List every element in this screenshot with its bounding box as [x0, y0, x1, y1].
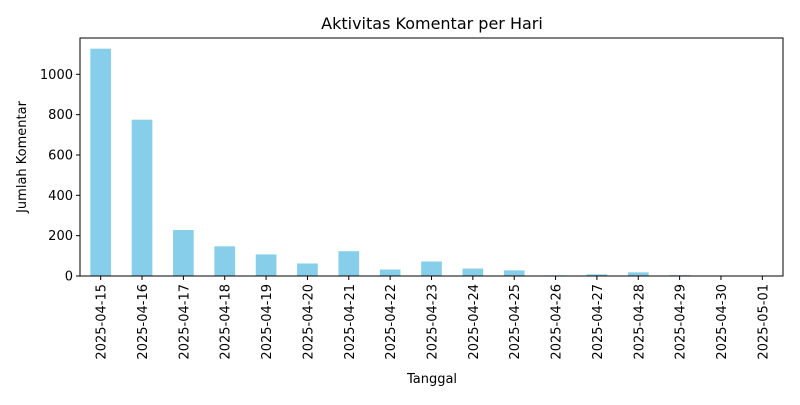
x-tick-label: 2025-05-01	[756, 284, 771, 360]
bar-2025-04-17	[173, 230, 194, 276]
x-tick-label: 2025-04-30	[715, 284, 730, 360]
chart-title: Aktivitas Komentar per Hari	[321, 14, 543, 33]
bar-2025-04-15	[90, 49, 111, 276]
x-tick-label: 2025-04-22	[384, 284, 399, 360]
bar-2025-04-24	[463, 269, 484, 276]
bar-2025-04-18	[214, 246, 235, 276]
x-tick-label: 2025-04-20	[301, 284, 316, 360]
y-axis-label: Jumlah Komentar	[15, 100, 30, 213]
bar-2025-04-28	[628, 272, 649, 276]
x-tick-label: 2025-04-27	[591, 284, 606, 360]
y-tick-label: 600	[48, 148, 73, 163]
bar-2025-04-23	[421, 261, 442, 276]
x-axis-ticks: 2025-04-15 2025-04-16 2025-04-17 2025-04-18…	[95, 276, 772, 360]
y-tick-label: 800	[48, 108, 73, 123]
x-tick-label: 2025-04-24	[467, 284, 482, 360]
bar-2025-04-21	[338, 251, 359, 276]
y-tick-label: 0	[65, 270, 73, 285]
bar-2025-04-16	[132, 120, 153, 276]
x-tick-label: 2025-04-29	[674, 284, 689, 360]
x-tick-label: 2025-04-15	[95, 284, 110, 360]
y-tick-label: 1000	[40, 68, 73, 83]
bars-group	[90, 49, 772, 276]
x-tick-label: 2025-04-17	[177, 284, 192, 360]
x-axis-label: Tanggal	[406, 372, 457, 387]
x-tick-label: 2025-04-28	[632, 284, 647, 360]
x-tick-label: 2025-04-25	[508, 284, 523, 360]
bar-2025-04-25	[504, 270, 525, 276]
bar-2025-04-20	[297, 263, 318, 276]
y-tick-label: 400	[48, 189, 73, 204]
bar-2025-04-22	[380, 270, 401, 276]
x-tick-label: 2025-04-26	[550, 284, 565, 360]
bar-2025-04-19	[256, 254, 277, 276]
x-tick-label: 2025-04-19	[260, 284, 275, 360]
x-tick-label: 2025-04-23	[426, 284, 441, 360]
x-tick-label: 2025-04-18	[219, 284, 234, 360]
y-axis-ticks: 0 200 400 600 800 1000	[40, 68, 80, 285]
x-tick-label: 2025-04-21	[343, 284, 358, 360]
x-tick-label: 2025-04-16	[136, 284, 151, 360]
y-tick-label: 200	[48, 229, 73, 244]
